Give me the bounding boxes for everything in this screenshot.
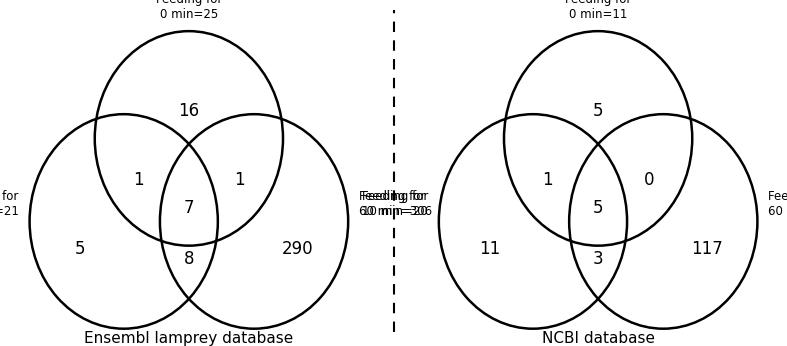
Text: 0: 0 [644,171,654,189]
Text: 7: 7 [183,199,194,217]
Text: Feeding for
60 min=306: Feeding for 60 min=306 [359,190,432,218]
Text: 290: 290 [282,240,313,258]
Text: 8: 8 [183,251,194,268]
Text: 11: 11 [478,240,501,258]
Text: 3: 3 [593,251,604,268]
Text: 5: 5 [593,199,604,217]
Text: 5: 5 [593,102,604,120]
Text: 1: 1 [235,171,245,189]
Text: 117: 117 [691,240,722,258]
Text: 16: 16 [179,102,199,120]
Text: Ensembl lamprey database: Ensembl lamprey database [84,331,294,346]
Text: Feeding for
0 min=11: Feeding for 0 min=11 [565,0,631,21]
Text: NCBI database: NCBI database [541,331,655,346]
Text: 1: 1 [542,171,552,189]
Text: Feeding for
10 min=20: Feeding for 10 min=20 [361,190,428,218]
Text: 5: 5 [75,240,86,258]
Text: Feeding for
0 min=25: Feeding for 0 min=25 [156,0,222,21]
Text: Feeding for
10 min=21: Feeding for 10 min=21 [0,190,19,218]
Text: 1: 1 [133,171,143,189]
Text: Feeding for
60 min=125: Feeding for 60 min=125 [768,190,787,218]
